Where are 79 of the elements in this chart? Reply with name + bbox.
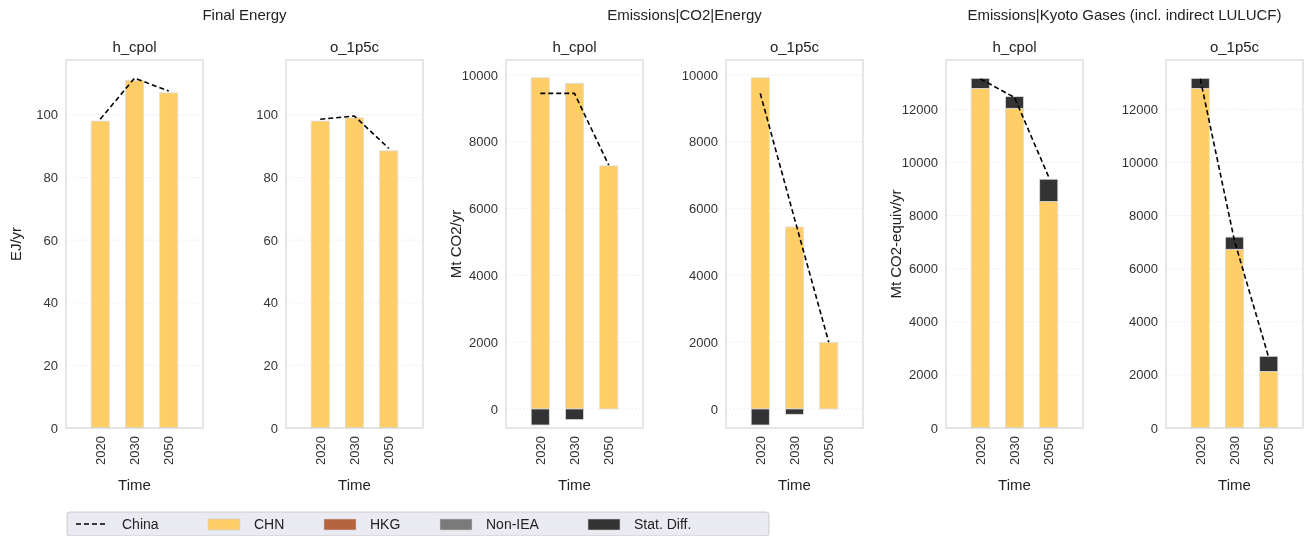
y-tick-label: 0 xyxy=(930,420,938,436)
y-axis-title: Mt CO2/yr xyxy=(447,209,464,279)
y-axis-title: EJ/yr xyxy=(7,226,24,262)
x-tick-label: 2020 xyxy=(752,436,768,465)
y-tick-label: 60 xyxy=(43,232,58,248)
x-tick-label: 2030 xyxy=(1227,436,1243,465)
y-tick-label: 0 xyxy=(710,401,718,417)
x-tick-label: 2050 xyxy=(821,436,837,465)
y-tick-label: 0 xyxy=(1150,420,1158,436)
x-axis-title: Time xyxy=(778,476,811,493)
chart-subtitle: o_1p5c xyxy=(1209,38,1260,55)
y-tick-label: 100 xyxy=(36,107,58,123)
text: Emissions|Kyoto Gases (incl. indirect LULUCF) xyxy=(967,6,1282,23)
y-tick-label: 8000 xyxy=(689,134,718,150)
y-tick-label: 10000 xyxy=(461,67,498,83)
legend-label: HKG xyxy=(370,515,401,532)
legend-label: Non-IEA xyxy=(486,515,540,532)
chart-subtitle: h_cpol xyxy=(992,38,1037,55)
y-tick-label: 4000 xyxy=(689,267,718,283)
x-tick-label: 2050 xyxy=(601,436,617,465)
y-tick-label: 0 xyxy=(490,401,498,417)
x-tick-label: 2050 xyxy=(381,436,397,465)
y-tick-label: 100 xyxy=(256,107,278,123)
y-tick-label: 10000 xyxy=(681,67,718,83)
x-tick-label: 2020 xyxy=(312,436,328,465)
y-tick-label: 12000 xyxy=(901,101,938,117)
y-tick-label: 4000 xyxy=(469,267,498,283)
chart-subtitle: o_1p5c xyxy=(329,38,380,55)
y-tick-label: 6000 xyxy=(469,201,498,217)
x-tick-label: 2020 xyxy=(972,436,988,465)
y-tick-label: 10000 xyxy=(901,155,938,171)
x-tick-label: 2030 xyxy=(347,436,363,465)
y-tick-label: 10000 xyxy=(1121,155,1158,171)
x-axis-title: Time xyxy=(338,476,371,493)
x-tick-label: 2020 xyxy=(532,436,548,465)
x-tick-label: 2030 xyxy=(1007,436,1023,465)
y-tick-label: 40 xyxy=(263,295,278,311)
y-tick-label: 6000 xyxy=(909,261,938,277)
y-tick-label: 8000 xyxy=(909,208,938,224)
legend-label: Stat. Diff. xyxy=(634,515,692,532)
y-tick-label: 60 xyxy=(263,232,278,248)
y-tick-label: 4000 xyxy=(909,314,938,330)
y-tick-label: 20 xyxy=(43,357,58,373)
text: Emissions|CO2|Energy xyxy=(607,6,763,23)
y-tick-label: 2000 xyxy=(1129,367,1158,383)
x-tick-label: 2050 xyxy=(1041,436,1057,465)
y-tick-label: 2000 xyxy=(469,334,498,350)
x-tick-label: 2050 xyxy=(1261,436,1277,465)
chart-subtitle: h_cpol xyxy=(112,38,157,55)
y-tick-label: 2000 xyxy=(689,334,718,350)
x-tick-label: 2020 xyxy=(92,436,108,465)
y-tick-label: 4000 xyxy=(1129,314,1158,330)
y-tick-label: 12000 xyxy=(1121,101,1158,117)
y-tick-label: 6000 xyxy=(1129,261,1158,277)
text: Final Energy xyxy=(202,6,288,23)
chart-subtitle: o_1p5c xyxy=(769,38,820,55)
x-axis-title: Time xyxy=(118,476,151,493)
x-tick-label: 2020 xyxy=(1192,436,1208,465)
y-tick-label: 80 xyxy=(263,170,278,185)
x-tick-label: 2030 xyxy=(567,436,583,465)
y-tick-label: 8000 xyxy=(1129,208,1158,224)
chart-subtitle: h_cpol xyxy=(552,38,597,55)
x-tick-label: 2030 xyxy=(127,436,143,465)
legend-label: China xyxy=(122,515,159,532)
x-axis-title: Time xyxy=(1218,476,1251,493)
y-tick-label: 40 xyxy=(43,295,58,311)
y-tick-label: 20 xyxy=(263,357,278,373)
y-tick-label: 6000 xyxy=(689,201,718,217)
y-tick-label: 0 xyxy=(270,420,278,436)
y-tick-label: 0 xyxy=(50,420,58,436)
y-tick-label: 2000 xyxy=(909,367,938,383)
x-tick-label: 2030 xyxy=(787,436,803,465)
x-axis-title: Time xyxy=(558,476,591,493)
x-tick-label: 2050 xyxy=(161,436,177,465)
x-axis-title: Time xyxy=(998,476,1031,493)
y-axis-title: Mt CO2-equiv/yr xyxy=(887,189,904,299)
y-tick-label: 8000 xyxy=(469,134,498,150)
y-tick-label: 80 xyxy=(43,170,58,185)
legend-label: CHN xyxy=(254,515,285,532)
